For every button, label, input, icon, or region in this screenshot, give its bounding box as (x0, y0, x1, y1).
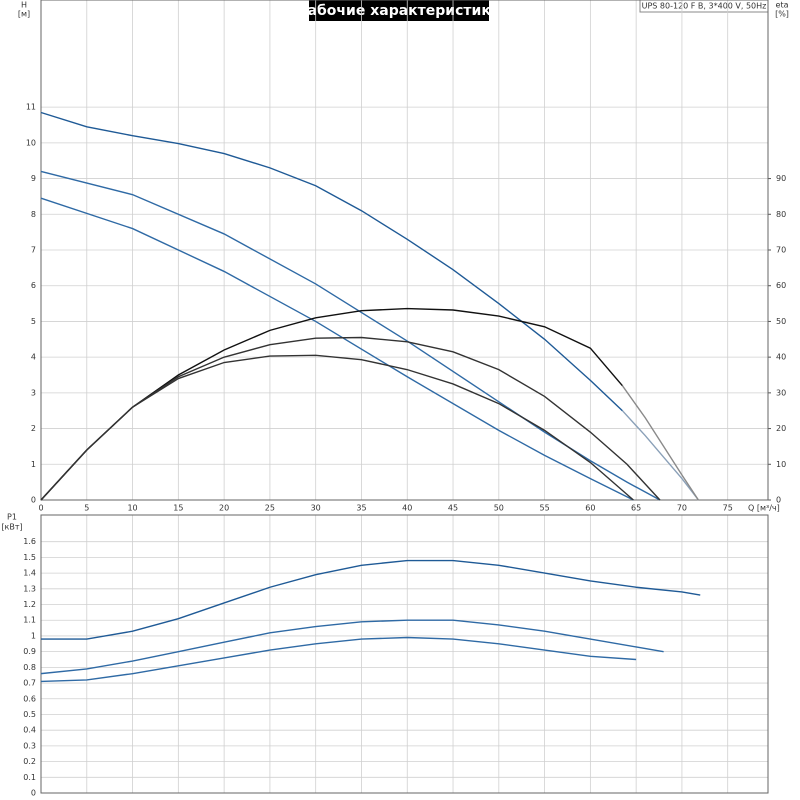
y2-tick-label: 20 (776, 424, 786, 433)
y-tick-label: 0.4 (23, 726, 36, 735)
y-tick-label: 11 (26, 103, 36, 112)
curve (40, 170, 661, 501)
curve (41, 559, 701, 640)
y-tick-label: 0.5 (23, 710, 36, 719)
x-tick-label: 10 (127, 504, 137, 513)
title-box (309, 0, 489, 21)
y-tick-label: 8 (31, 210, 36, 219)
y-tick-label: 0.2 (23, 757, 36, 766)
y-label: P1 (7, 513, 17, 522)
y-label-unit: [кВт] (1, 523, 22, 532)
y-tick-label: 0.8 (23, 663, 36, 672)
x-tick-label: 60 (585, 504, 595, 513)
y2-tick-label: 80 (776, 210, 786, 219)
y-label-unit: [м] (18, 10, 30, 19)
x-tick-label: 45 (448, 504, 458, 513)
y2-tick-label: 50 (776, 317, 786, 326)
y2-tick-label: 90 (776, 174, 786, 183)
x-label: Q [м³/ч] (748, 504, 780, 513)
y2-tick-label: 30 (776, 388, 786, 397)
y-tick-label: 0 (31, 789, 36, 798)
y-tick-label: 1.6 (23, 537, 36, 546)
y-tick-label: 1 (31, 631, 36, 640)
y2-label-unit: [%] (775, 10, 789, 19)
x-tick-label: 40 (402, 504, 412, 513)
y-tick-label: 0.6 (23, 694, 36, 703)
y-tick-label: 4 (31, 353, 36, 362)
y-tick-label: 6 (31, 281, 36, 290)
y-tick-label: 0.7 (23, 679, 36, 688)
x-tick-label: 30 (311, 504, 321, 513)
y-tick-label: 1.3 (23, 584, 36, 593)
y-tick-label: 0.9 (23, 647, 36, 656)
x-tick-label: 25 (265, 504, 275, 513)
y-tick-label: 1.5 (23, 553, 36, 562)
y2-tick-label: 70 (776, 246, 786, 255)
x-tick-label: 70 (677, 504, 687, 513)
x-tick-label: 75 (723, 504, 733, 513)
chart-title: Рабочие характеристики (297, 3, 500, 19)
y-tick-label: 1.2 (23, 600, 36, 609)
y-tick-label: 5 (31, 317, 36, 326)
y-tick-label: 2 (31, 424, 36, 433)
x-tick-label: 15 (173, 504, 183, 513)
curve (40, 636, 637, 683)
y-tick-label: 0.1 (23, 773, 36, 782)
curve (621, 385, 699, 501)
y-label: H (21, 1, 27, 10)
model-label: UPS 80-120 F B, 3*400 V, 50Hz (642, 2, 767, 11)
y2-label: eta (776, 1, 789, 10)
x-tick-label: 20 (219, 504, 229, 513)
plot-frame (40, 514, 769, 794)
plot-frame (40, 0, 769, 501)
x-tick-label: 55 (539, 504, 549, 513)
y-tick-label: 7 (31, 246, 36, 255)
y-tick-label: 3 (31, 388, 36, 397)
curve (40, 336, 661, 501)
y2-tick-label: 0 (776, 496, 781, 505)
x-tick-label: 65 (631, 504, 641, 513)
y-tick-label: 0.3 (23, 741, 36, 750)
y2-tick-label: 40 (776, 353, 786, 362)
curve (40, 619, 664, 675)
y-tick-label: 1.1 (23, 616, 36, 625)
x-tick-label: 5 (84, 504, 89, 513)
x-tick-label: 0 (38, 504, 43, 513)
x-tick-label: 35 (356, 504, 366, 513)
curve (40, 111, 623, 412)
curve (40, 354, 634, 501)
x-tick-label: 50 (494, 504, 504, 513)
y-tick-label: 1 (31, 460, 36, 469)
y-tick-label: 1.4 (23, 569, 36, 578)
curve (40, 197, 634, 501)
y-tick-label: 10 (26, 138, 36, 147)
curve (621, 410, 699, 501)
y-tick-label: 9 (31, 174, 36, 183)
y-tick-label: 0 (31, 496, 36, 505)
y2-tick-label: 10 (776, 460, 786, 469)
y2-tick-label: 60 (776, 281, 786, 290)
